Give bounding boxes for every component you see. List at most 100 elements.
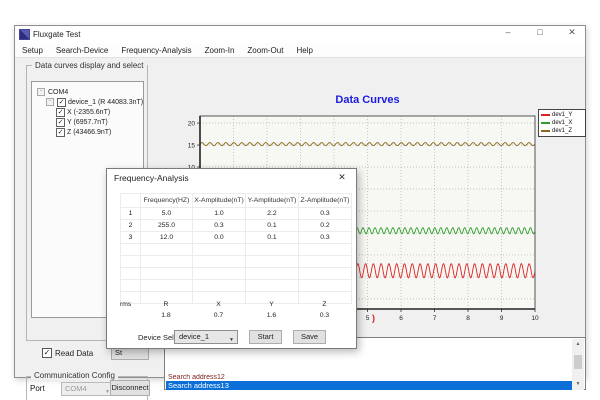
table-cell: 2 (121, 220, 141, 232)
table-cell (141, 280, 193, 292)
table-header-cell (121, 194, 141, 208)
rms-cell: X (192, 299, 245, 310)
table-cell (121, 244, 141, 256)
table-cell (193, 280, 246, 292)
rms-cell: 0.3 (298, 310, 351, 321)
table-header-cell: Frequency(HZ) (141, 194, 193, 208)
log-item-selected[interactable]: Search address13 (166, 381, 575, 390)
scroll-down-icon[interactable]: ▼ (572, 379, 584, 390)
tree-root-com4[interactable]: - COM4 (32, 87, 143, 97)
maximize-button[interactable]: □ (533, 27, 547, 38)
legend-swatch (541, 114, 550, 116)
svg-text:7: 7 (433, 315, 437, 322)
frequency-table: Frequency(HZ)X-Amplitude(nT)Y-Amplitude(… (120, 193, 352, 304)
minimize-button[interactable]: – (501, 27, 515, 38)
table-cell (299, 268, 352, 280)
table-header-cell: Y-Amplitude(nT) (246, 194, 299, 208)
tree-channels: ✓X (-2355.6nT)✓Y (6957.7nT)✓Z (43466.9nT… (32, 107, 143, 137)
xlabel-fragment: ) (372, 313, 375, 323)
window-title: Fluxgate Test (33, 30, 80, 39)
menu-item-zoom-out[interactable]: Zoom-Out (247, 46, 283, 55)
table-cell (121, 280, 141, 292)
legend-swatch (541, 130, 550, 132)
tree-channel-row[interactable]: ✓X (-2355.6nT) (32, 107, 143, 117)
communication-config-title: Communication Config (31, 371, 118, 380)
table-cell: 1.0 (193, 208, 246, 220)
table-cell: 2.2 (246, 208, 299, 220)
chevron-down-icon: ▼ (229, 334, 234, 346)
svg-text:8: 8 (466, 315, 470, 322)
data-curves-group-title: Data curves display and select (32, 61, 147, 70)
svg-text:20: 20 (188, 120, 196, 127)
tree-channel-label: Y (6957.7nT) (67, 119, 108, 126)
menu-item-search-device[interactable]: Search-Device (56, 46, 108, 55)
frequency-analysis-dialog: Frequency-Analysis ✕ Frequency(HZ)X-Ampl… (106, 168, 357, 349)
disconnect-button[interactable]: Disconnect (110, 380, 150, 396)
checkbox-checked-icon[interactable]: ✓ (42, 348, 52, 358)
menu-bar: Setup Search-Device Frequency-Analysis Zoom… (15, 43, 585, 58)
table-cell (246, 280, 299, 292)
checkbox-checked-icon[interactable]: ✓ (57, 98, 66, 107)
dialog-close-icon[interactable]: ✕ (336, 172, 348, 183)
expander-icon[interactable]: - (46, 98, 54, 106)
rms-cell: Z (298, 299, 351, 310)
table-header-cell: X-Amplitude(nT) (193, 194, 246, 208)
menu-item-frequency-analysis[interactable]: Frequency-Analysis (121, 46, 191, 55)
table-cell: 0.0 (193, 232, 246, 244)
legend-label: dev1_X (552, 120, 572, 126)
scrollbar-thumb[interactable] (574, 355, 582, 369)
legend-label: dev1_Z (552, 128, 572, 134)
read-data-checkbox[interactable]: ✓ Read Data (42, 348, 93, 358)
table-cell: 0.3 (299, 208, 352, 220)
port-combobox[interactable]: COM4 ▼ (61, 382, 113, 396)
legend-entry: dev1_Z (541, 127, 583, 135)
table-cell (299, 280, 352, 292)
table-cell (193, 268, 246, 280)
svg-text:6: 6 (399, 315, 403, 322)
table-cell (299, 256, 352, 268)
table-cell (193, 256, 246, 268)
rms-cell: 0.7 (192, 310, 245, 321)
scroll-up-icon[interactable]: ▲ (572, 339, 584, 350)
rms-summary: rmsRXYZ1.80.71.60.3 (120, 299, 351, 321)
rms-row-label (120, 310, 140, 321)
rms-cell: 1.6 (245, 310, 298, 321)
checkbox-checked-icon[interactable]: ✓ (56, 118, 65, 127)
table-cell: 0.3 (193, 220, 246, 232)
save-button[interactable]: Save (293, 330, 326, 344)
vertical-scrollbar[interactable]: ▲ ▼ (572, 339, 584, 390)
start-button[interactable]: Start (249, 330, 282, 344)
collapse-icon[interactable]: - (37, 88, 45, 96)
legend-label: dev1_Y (552, 112, 572, 118)
rms-cell: Y (245, 299, 298, 310)
checkbox-checked-icon[interactable]: ✓ (56, 108, 65, 117)
log-item-partial[interactable]: Search address12 (168, 374, 225, 381)
table-cell (246, 244, 299, 256)
table-header-cell: Z-Amplitude(nT) (299, 194, 352, 208)
table-cell (246, 268, 299, 280)
tree-channel-row[interactable]: ✓Z (43466.9nT) (32, 127, 143, 137)
title-bar[interactable]: Fluxgate Test – □ ✕ (15, 26, 585, 43)
tree-channel-row[interactable]: ✓Y (6957.7nT) (32, 117, 143, 127)
legend-swatch (541, 122, 550, 124)
table-cell: 0.2 (299, 220, 352, 232)
legend-entry: dev1_X (541, 119, 583, 127)
tree-channel-label: X (-2355.6nT) (67, 109, 110, 116)
tree-channel-label: Z (43466.9nT) (67, 129, 111, 136)
dialog-title: Frequency-Analysis (114, 173, 189, 183)
rms-row-label: rms (120, 299, 140, 310)
chart-legend: dev1_Y dev1_X dev1_Z (538, 109, 586, 137)
table-cell: 12.0 (141, 232, 193, 244)
menu-item-help[interactable]: Help (296, 46, 312, 55)
svg-text:10: 10 (531, 315, 539, 322)
menu-item-setup[interactable]: Setup (22, 46, 43, 55)
app-icon (20, 30, 29, 39)
checkbox-checked-icon[interactable]: ✓ (56, 128, 65, 137)
table-cell: 1 (121, 208, 141, 220)
tree-device-row[interactable]: - ✓ device_1 (R 44083.3nT) (32, 97, 143, 107)
menu-item-zoom-in[interactable]: Zoom-In (205, 46, 235, 55)
table-cell: 0.1 (246, 220, 299, 232)
device-select-combobox[interactable]: device_1 ▼ (174, 330, 238, 344)
table-cell (193, 244, 246, 256)
close-button[interactable]: ✕ (565, 27, 579, 38)
